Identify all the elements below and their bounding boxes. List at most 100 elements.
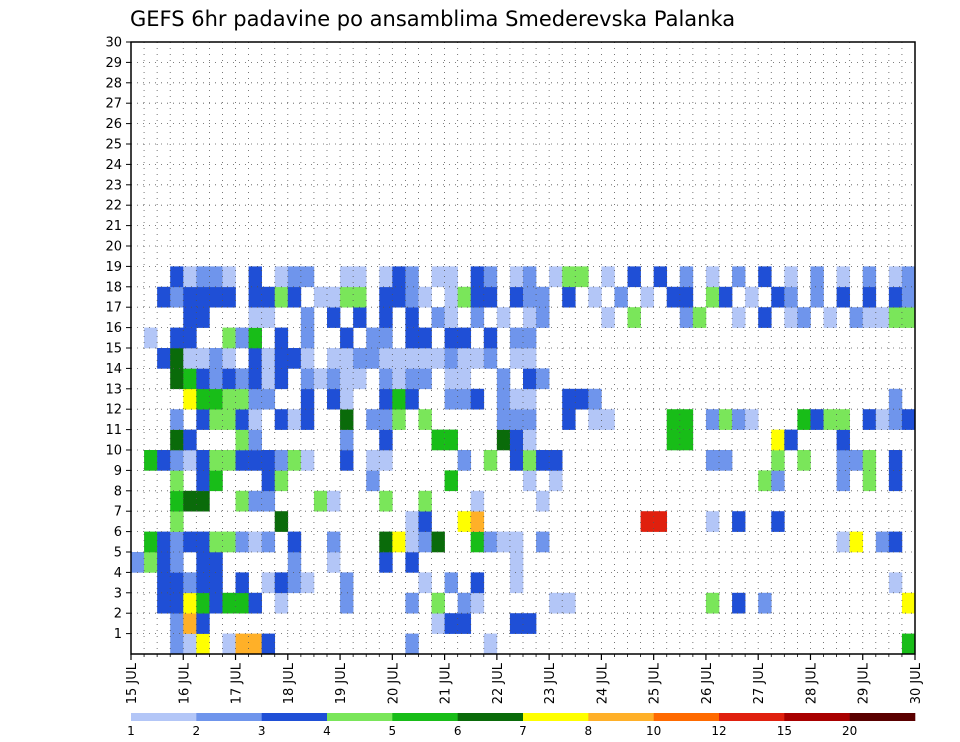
heatmap-cell: [470, 348, 485, 369]
x-tick-label: 27 JUL: [752, 662, 767, 704]
heatmap-cell: [170, 552, 184, 573]
heatmap-cell: [379, 450, 393, 471]
heatmap-cell: [457, 348, 472, 369]
heatmap-cell: [418, 368, 432, 390]
heatmap-cell: [862, 307, 877, 328]
heatmap-cell: [496, 388, 511, 410]
heatmap-cell: [405, 286, 419, 308]
heatmap-cell: [875, 531, 890, 553]
heatmap-cell: [248, 450, 262, 471]
x-tick-label: 24 JUL: [595, 662, 610, 704]
heatmap-cell: [300, 266, 315, 288]
heatmap-cell: [392, 266, 406, 288]
heatmap-cell: [444, 388, 458, 410]
heatmap-cell: [496, 368, 511, 390]
heatmap-cell: [470, 572, 485, 594]
heatmap-cell: [170, 266, 184, 288]
heatmap-cell: [144, 327, 158, 349]
heatmap-cell: [261, 470, 276, 492]
heatmap-cell: [862, 470, 877, 492]
heatmap-cell: [509, 286, 524, 308]
heatmap-cell: [196, 266, 210, 288]
heatmap-cell: [274, 470, 289, 492]
x-tick-label: 30 JUL: [909, 662, 924, 704]
heatmap-cell: [209, 286, 223, 308]
heatmap-cell: [392, 531, 406, 553]
heatmap-cell: [509, 613, 524, 634]
colorbar-segment: [653, 713, 720, 721]
heatmap-cell: [300, 409, 315, 430]
y-tick-label: 8: [114, 484, 122, 499]
colorbar-label: 3: [258, 724, 266, 738]
heatmap-cell: [248, 490, 262, 512]
heatmap-cell: [496, 531, 511, 553]
heatmap-cell: [575, 266, 589, 288]
heatmap-cell: [209, 409, 223, 430]
heatmap-cell: [457, 511, 472, 532]
heatmap-cell: [431, 307, 445, 328]
heatmap-cell: [183, 490, 197, 512]
heatmap-cell: [836, 286, 850, 308]
heatmap-cell: [209, 552, 223, 573]
heatmap-cell: [170, 409, 184, 430]
heatmap-cell: [523, 307, 537, 328]
heatmap-cell: [300, 450, 315, 471]
heatmap-cell: [457, 388, 472, 410]
heatmap-cell: [784, 286, 798, 308]
heatmap-cell: [418, 572, 432, 594]
heatmap-cell: [340, 266, 354, 288]
heatmap-cell: [209, 388, 223, 410]
heatmap-cell: [705, 450, 720, 471]
heatmap-cell: [327, 348, 341, 369]
heatmap-cell: [300, 572, 315, 594]
heatmap-cell: [496, 409, 511, 430]
heatmap-cell: [797, 307, 811, 328]
heatmap-cell: [300, 348, 315, 369]
heatmap-cell: [248, 429, 262, 451]
heatmap-cell: [261, 633, 276, 655]
heatmap-cell: [509, 552, 524, 573]
heatmap-cell: [418, 531, 432, 553]
colorbar-segment: [523, 713, 589, 721]
heatmap-cell: [523, 470, 537, 492]
colorbar-label: 2: [193, 724, 201, 738]
heatmap-cell: [235, 633, 249, 655]
heatmap-cell: [705, 511, 720, 532]
colorbar-segment: [327, 713, 393, 721]
heatmap-cell: [340, 348, 354, 369]
heatmap-cell: [901, 633, 916, 655]
heatmap-cell: [679, 307, 694, 328]
heatmap-cell: [248, 388, 262, 410]
heatmap-cell: [209, 368, 223, 390]
heatmap-cell: [470, 307, 485, 328]
heatmap-cell: [509, 409, 524, 430]
heatmap-cell: [509, 429, 524, 451]
heatmap-cell: [562, 592, 576, 614]
heatmap-cell: [732, 511, 746, 532]
heatmap-cell: [222, 368, 236, 390]
heatmap-cell: [170, 531, 184, 553]
heatmap-cell: [222, 450, 236, 471]
heatmap-cell: [379, 307, 393, 328]
x-tick-label: 22 JUL: [491, 662, 506, 704]
x-tick-label: 18 JUL: [282, 662, 297, 704]
heatmap-cell: [562, 286, 576, 308]
colorbar-segment: [392, 713, 458, 721]
heatmap-cell: [327, 307, 341, 328]
heatmap-cell: [170, 450, 184, 471]
heatmap-cell: [523, 429, 537, 451]
heatmap-cell: [235, 572, 249, 594]
heatmap-cell: [209, 592, 223, 614]
heatmap-cell: [300, 368, 315, 390]
heatmap-cell: [170, 633, 184, 655]
heatmap-cell: [340, 409, 354, 430]
heatmap-cell: [758, 266, 772, 288]
x-tick-label: 28 JUL: [804, 662, 819, 704]
heatmap-cell: [810, 286, 824, 308]
heatmap-cell: [679, 429, 694, 451]
heatmap-cell: [705, 409, 720, 430]
heatmap-cell: [679, 266, 694, 288]
heatmap-cell: [523, 613, 537, 634]
heatmap-cell: [627, 307, 641, 328]
